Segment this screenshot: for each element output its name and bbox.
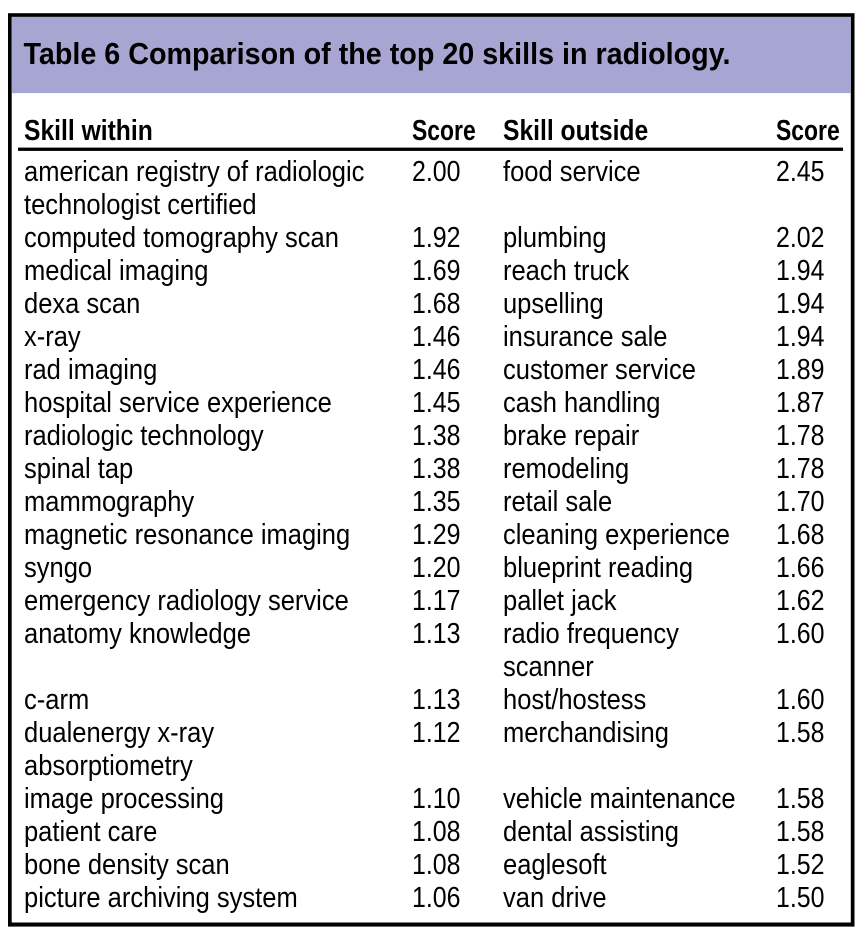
svg-text:american registry of radiologi: american registry of radiologic (24, 156, 364, 188)
svg-text:eaglesoft: eaglesoft (503, 849, 607, 881)
svg-text:1.13: 1.13 (412, 684, 461, 716)
svg-text:reach truck: reach truck (503, 255, 630, 287)
svg-text:absorptiometry: absorptiometry (24, 750, 193, 782)
svg-text:medical imaging: medical imaging (24, 255, 208, 287)
svg-text:2.45: 2.45 (776, 156, 825, 188)
svg-text:computed tomography scan: computed tomography scan (24, 222, 339, 254)
svg-text:1.52: 1.52 (776, 849, 825, 881)
svg-text:dexa scan: dexa scan (24, 288, 140, 320)
svg-text:1.69: 1.69 (412, 255, 461, 287)
svg-text:1.17: 1.17 (412, 585, 461, 617)
svg-text:1.35: 1.35 (412, 486, 461, 518)
svg-text:merchandising: merchandising (503, 717, 669, 749)
svg-text:1.13: 1.13 (412, 618, 461, 650)
svg-text:cash handling: cash handling (503, 387, 661, 419)
svg-text:pallet jack: pallet jack (503, 585, 617, 617)
svg-text:1.20: 1.20 (412, 552, 461, 584)
svg-text:1.45: 1.45 (412, 387, 461, 419)
svg-text:1.89: 1.89 (776, 354, 825, 386)
svg-text:1.87: 1.87 (776, 387, 825, 419)
svg-text:anatomy knowledge: anatomy knowledge (24, 618, 251, 650)
svg-text:Skill within: Skill within (24, 115, 153, 147)
svg-text:hospital service experience: hospital service experience (24, 387, 332, 419)
svg-text:1.06: 1.06 (412, 882, 461, 914)
svg-text:plumbing: plumbing (503, 222, 607, 254)
svg-text:x-ray: x-ray (24, 321, 81, 353)
svg-text:food service: food service (503, 156, 641, 188)
svg-text:1.08: 1.08 (412, 816, 461, 848)
svg-text:image processing: image processing (24, 783, 224, 815)
svg-text:1.92: 1.92 (412, 222, 461, 254)
svg-text:host/hostess: host/hostess (503, 684, 646, 716)
svg-text:technologist certified: technologist certified (24, 189, 257, 221)
svg-text:upselling: upselling (503, 288, 604, 320)
svg-text:1.12: 1.12 (412, 717, 461, 749)
svg-text:1.58: 1.58 (776, 816, 825, 848)
svg-text:1.10: 1.10 (412, 783, 461, 815)
svg-text:emergency radiology service: emergency radiology service (24, 585, 349, 617)
svg-text:customer service: customer service (503, 354, 696, 386)
svg-text:Table 6 Comparison of the top: Table 6 Comparison of the top 20 skills … (24, 36, 731, 71)
svg-text:vehicle maintenance: vehicle maintenance (503, 783, 736, 815)
svg-text:syngo: syngo (24, 552, 92, 584)
svg-text:1.29: 1.29 (412, 519, 461, 551)
svg-text:bone density scan: bone density scan (24, 849, 230, 881)
svg-text:patient care: patient care (24, 816, 157, 848)
svg-text:mammography: mammography (24, 486, 195, 518)
svg-text:cleaning experience: cleaning experience (503, 519, 730, 551)
svg-text:1.50: 1.50 (776, 882, 825, 914)
svg-text:Score: Score (412, 115, 476, 147)
svg-text:dualenergy x-ray: dualenergy x-ray (24, 717, 215, 749)
svg-text:rad imaging: rad imaging (24, 354, 157, 386)
svg-text:1.38: 1.38 (412, 453, 461, 485)
svg-text:1.62: 1.62 (776, 585, 825, 617)
svg-text:spinal tap: spinal tap (24, 453, 133, 485)
svg-text:1.94: 1.94 (776, 288, 825, 320)
svg-text:remodeling: remodeling (503, 453, 629, 485)
svg-text:2.02: 2.02 (776, 222, 825, 254)
svg-text:1.68: 1.68 (776, 519, 825, 551)
svg-text:blueprint reading: blueprint reading (503, 552, 693, 584)
svg-text:1.58: 1.58 (776, 717, 825, 749)
svg-text:1.46: 1.46 (412, 321, 461, 353)
svg-text:1.78: 1.78 (776, 420, 825, 452)
svg-text:radiologic technology: radiologic technology (24, 420, 264, 452)
svg-text:insurance sale: insurance sale (503, 321, 668, 353)
svg-text:van drive: van drive (503, 882, 607, 914)
svg-text:1.70: 1.70 (776, 486, 825, 518)
svg-text:Skill outside: Skill outside (503, 115, 648, 147)
svg-text:retail sale: retail sale (503, 486, 612, 518)
svg-text:1.94: 1.94 (776, 255, 825, 287)
svg-text:1.38: 1.38 (412, 420, 461, 452)
svg-text:Score: Score (776, 115, 840, 147)
svg-text:scanner: scanner (503, 651, 594, 683)
svg-text:2.00: 2.00 (412, 156, 461, 188)
svg-text:magnetic resonance imaging: magnetic resonance imaging (24, 519, 350, 551)
svg-text:1.78: 1.78 (776, 453, 825, 485)
svg-text:1.46: 1.46 (412, 354, 461, 386)
svg-text:1.58: 1.58 (776, 783, 825, 815)
svg-text:dental assisting: dental assisting (503, 816, 679, 848)
svg-text:1.94: 1.94 (776, 321, 825, 353)
svg-text:picture archiving system: picture archiving system (24, 882, 298, 914)
svg-text:1.08: 1.08 (412, 849, 461, 881)
svg-text:1.60: 1.60 (776, 618, 825, 650)
svg-text:brake repair: brake repair (503, 420, 639, 452)
svg-text:1.66: 1.66 (776, 552, 825, 584)
svg-text:1.68: 1.68 (412, 288, 461, 320)
svg-text:1.60: 1.60 (776, 684, 825, 716)
svg-text:radio frequency: radio frequency (503, 618, 679, 650)
svg-text:c-arm: c-arm (24, 684, 89, 716)
